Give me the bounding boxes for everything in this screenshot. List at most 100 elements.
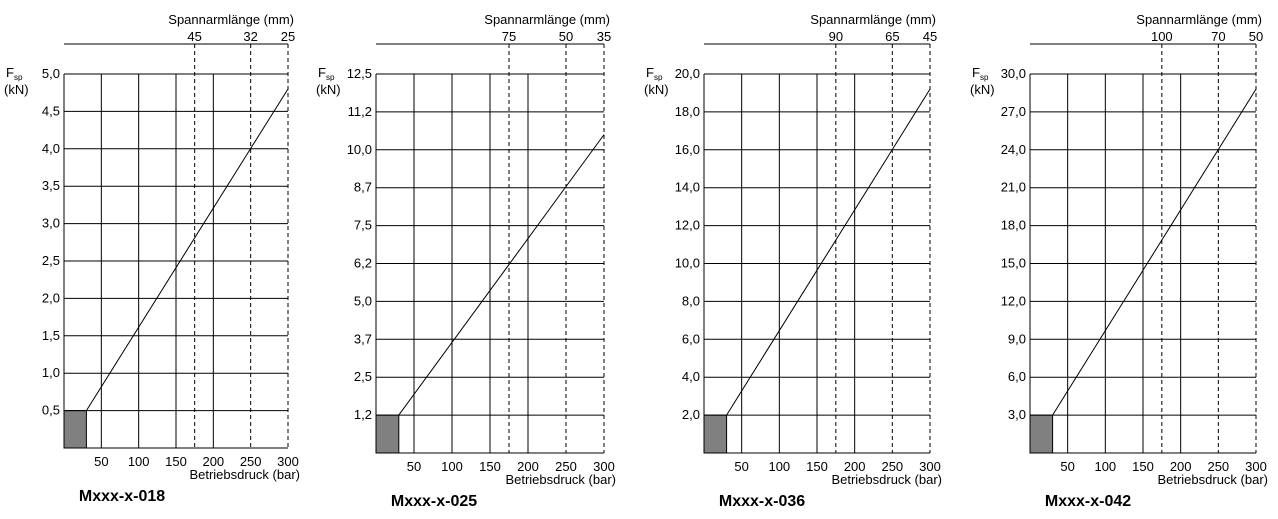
y-tick-label: 4,0 bbox=[42, 141, 60, 156]
y-tick-label: 30,0 bbox=[1001, 66, 1026, 81]
top-tick-label: 45 bbox=[187, 29, 201, 44]
y-tick-label: 20,0 bbox=[675, 66, 700, 81]
top-tick-label: 65 bbox=[885, 29, 899, 44]
y-tick-label: 3,0 bbox=[42, 216, 60, 231]
y-tick-label: 7,5 bbox=[354, 218, 372, 233]
y-tick-label: 16,0 bbox=[675, 142, 700, 157]
x-tick-label: 300 bbox=[593, 459, 615, 474]
y-tick-label: 6,2 bbox=[354, 256, 372, 271]
y-axis-label-main: F bbox=[646, 65, 654, 80]
chart-3: 3,0 6,0 9,0 12,0 15,0 18,0 21,0 24,0 27,0 30,0 50 1… bbox=[970, 12, 1268, 510]
y-tick-label: 12,0 bbox=[1001, 293, 1026, 308]
chart-1: 1,2 2,5 3,7 5,0 6,2 7,5 8,7 10,0 11,2 12,5 50 100 15… bbox=[316, 12, 616, 510]
x-tick-label: 250 bbox=[881, 459, 903, 474]
x-tick-label: 200 bbox=[202, 454, 224, 469]
y-tick-label: 1,5 bbox=[42, 328, 60, 343]
x-tick-label: 300 bbox=[277, 454, 299, 469]
min-pressure-region bbox=[703, 414, 728, 454]
y-tick-label: 18,0 bbox=[1001, 218, 1026, 233]
x-tick-label: 50 bbox=[1060, 459, 1074, 474]
y-axis-unit: (kN) bbox=[4, 82, 29, 97]
top-tick-label: 100 bbox=[1151, 29, 1173, 44]
y-tick-label: 8,7 bbox=[354, 180, 372, 195]
x-tick-label: 50 bbox=[94, 454, 108, 469]
x-tick-label: 100 bbox=[1094, 459, 1116, 474]
y-tick-label: 21,0 bbox=[1001, 180, 1026, 195]
y-tick-label: 6,0 bbox=[1008, 369, 1026, 384]
y-axis-label: Fsp bbox=[318, 65, 335, 82]
force-series-line bbox=[398, 134, 605, 416]
x-tick-label: 200 bbox=[517, 459, 539, 474]
x-tick-label: 300 bbox=[919, 459, 941, 474]
y-tick-label: 10,0 bbox=[347, 142, 372, 157]
y-tick-label: 2,5 bbox=[42, 253, 60, 268]
x-tick-label: 250 bbox=[555, 459, 577, 474]
x-tick-label: 250 bbox=[240, 454, 262, 469]
top-tick-label: 35 bbox=[597, 29, 611, 44]
x-tick-label: 150 bbox=[479, 459, 501, 474]
y-tick-label: 5,0 bbox=[42, 66, 60, 81]
min-pressure-region bbox=[1029, 414, 1054, 454]
x-tick-label: 100 bbox=[128, 454, 150, 469]
y-tick-label: 1,2 bbox=[354, 407, 372, 422]
chart-2: 2,0 4,0 6,0 8,0 10,0 12,0 14,0 16,0 18,0 20,0 50 10… bbox=[644, 12, 942, 510]
x-axis-title: Betriebsdruck (bar) bbox=[189, 467, 300, 482]
y-tick-label: 4,0 bbox=[682, 369, 700, 384]
x-tick-label: 250 bbox=[1207, 459, 1229, 474]
y-tick-label: 27,0 bbox=[1001, 104, 1026, 119]
y-axis-label-sub: sp bbox=[14, 73, 23, 82]
y-tick-label: 12,5 bbox=[347, 66, 372, 81]
top-axis-title: Spannarmlänge (mm) bbox=[484, 12, 610, 27]
y-axis-label-main: F bbox=[318, 65, 326, 80]
y-axis-label-sub: sp bbox=[326, 73, 335, 82]
y-tick-label: 12,0 bbox=[675, 218, 700, 233]
chart-title: Mxxx-x-036 bbox=[719, 493, 805, 510]
y-axis-unit: (kN) bbox=[970, 82, 995, 97]
x-tick-label: 150 bbox=[165, 454, 187, 469]
y-axis-label: Fsp bbox=[972, 65, 989, 82]
y-tick-label: 6,0 bbox=[682, 331, 700, 346]
min-pressure-region bbox=[63, 410, 87, 449]
top-tick-label: 50 bbox=[1249, 29, 1263, 44]
x-axis-title: Betriebsdruck (bar) bbox=[1157, 472, 1268, 487]
top-tick-label: 70 bbox=[1211, 29, 1225, 44]
x-tick-label: 150 bbox=[1132, 459, 1154, 474]
y-axis-label-main: F bbox=[6, 65, 14, 80]
top-axis-title: Spannarmlänge (mm) bbox=[1136, 12, 1262, 27]
y-tick-label: 2,0 bbox=[682, 407, 700, 422]
top-tick-label: 25 bbox=[281, 29, 295, 44]
y-tick-label: 10,0 bbox=[675, 256, 700, 271]
y-tick-label: 2,5 bbox=[354, 369, 372, 384]
top-tick-label: 50 bbox=[559, 29, 573, 44]
y-tick-label: 5,0 bbox=[354, 293, 372, 308]
chart-0: 0,5 1,0 1,5 2,0 2,5 3,0 3,5 4,0 4,5 5,0 50 100 150 20… bbox=[4, 12, 300, 505]
force-series-line bbox=[726, 88, 931, 416]
min-pressure-region bbox=[375, 414, 400, 454]
y-tick-label: 3,7 bbox=[354, 331, 372, 346]
y-axis-unit: (kN) bbox=[316, 82, 341, 97]
chart-title: Mxxx-x-025 bbox=[391, 493, 477, 510]
top-tick-label: 75 bbox=[502, 29, 516, 44]
top-axis-title: Spannarmlänge (mm) bbox=[168, 12, 294, 27]
y-tick-label: 2,0 bbox=[42, 290, 60, 305]
x-tick-label: 100 bbox=[768, 459, 790, 474]
force-series-line bbox=[85, 88, 289, 411]
y-tick-label: 9,0 bbox=[1008, 331, 1026, 346]
y-tick-label: 1,0 bbox=[42, 365, 60, 380]
x-tick-label: 200 bbox=[1170, 459, 1192, 474]
y-tick-label: 0,5 bbox=[42, 403, 60, 418]
y-tick-label: 24,0 bbox=[1001, 142, 1026, 157]
y-tick-label: 11,2 bbox=[348, 104, 372, 119]
chart-title: Mxxx-x-042 bbox=[1045, 493, 1131, 510]
y-tick-label: 8,0 bbox=[682, 293, 700, 308]
x-axis-title: Betriebsdruck (bar) bbox=[505, 472, 616, 487]
x-axis-title: Betriebsdruck (bar) bbox=[831, 472, 942, 487]
y-axis-label: Fsp bbox=[646, 65, 663, 82]
x-tick-label: 300 bbox=[1245, 459, 1267, 474]
y-tick-label: 14,0 bbox=[675, 180, 700, 195]
y-tick-label: 18,0 bbox=[675, 104, 700, 119]
force-series-line bbox=[1052, 88, 1257, 416]
chart-title: Mxxx-x-018 bbox=[79, 488, 165, 505]
y-tick-label: 15,0 bbox=[1001, 256, 1026, 271]
top-tick-label: 45 bbox=[923, 29, 937, 44]
